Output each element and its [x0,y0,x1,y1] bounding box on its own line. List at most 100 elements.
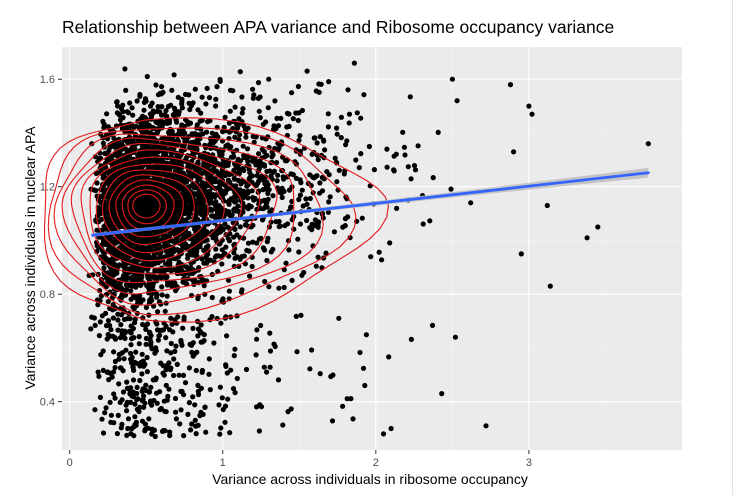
x-axis: 0 1 2 3 [67,450,532,469]
data-point [272,98,278,104]
data-point [295,236,301,242]
data-point [256,108,262,114]
data-point [132,422,138,428]
data-point [317,180,323,186]
data-point [199,369,205,375]
data-point [183,179,190,185]
data-point [251,197,257,203]
data-point [103,323,110,329]
data-point [171,72,177,78]
data-point [338,135,344,141]
density-contour [89,156,243,269]
data-point [547,283,553,289]
data-point [178,388,184,394]
density-contour [115,179,184,238]
data-point [255,95,261,101]
data-point [237,224,243,230]
data-point [231,175,237,181]
data-point [256,428,262,434]
data-point [169,87,175,93]
data-point [157,407,163,413]
data-point [222,419,228,425]
data-point [148,384,154,390]
data-point [179,342,185,348]
data-point [122,328,128,334]
data-point [345,87,351,93]
data-point [261,364,267,370]
data-point [219,261,225,267]
data-point [100,367,106,373]
data-point [132,282,138,288]
data-point [411,163,418,169]
data-point [198,170,205,176]
data-point [204,85,210,91]
y-tick-label: 1.6 [40,74,55,86]
data-point [145,285,152,291]
data-point [359,215,365,221]
data-point [253,134,259,140]
data-point [104,209,110,215]
y-tick-label: 0.8 [40,289,55,301]
density-contour [108,174,195,246]
data-point [371,167,377,173]
data-point [165,208,172,214]
data-point [394,205,400,211]
data-point [272,343,278,350]
data-point [133,349,139,355]
data-point [326,199,332,205]
data-point [253,352,259,358]
data-point [107,399,113,405]
data-point [101,238,107,244]
data-point [254,336,260,342]
data-point [160,363,166,369]
data-point [127,350,134,356]
data-point [143,98,149,104]
data-point [232,134,238,140]
x-tick-label: 0 [67,457,73,469]
data-point [172,348,178,354]
data-point [192,277,198,283]
data-point [250,86,256,92]
data-point [507,82,514,88]
data-point [157,243,163,249]
data-point [143,382,149,388]
data-point [155,104,161,110]
data-point [307,195,313,202]
data-point [354,110,360,116]
data-point [163,367,169,373]
data-point [107,144,113,150]
data-point [104,111,110,117]
data-point [299,187,305,193]
data-point [449,76,455,82]
data-point [270,152,276,158]
density-contour [61,137,295,295]
data-point [168,315,174,321]
data-point [307,366,313,372]
data-point [124,316,131,322]
data-point [182,380,189,386]
data-point [181,433,187,439]
data-point [412,167,419,173]
data-point [189,421,195,427]
data-point [138,196,144,202]
data-point [278,115,284,121]
data-point [173,343,179,349]
data-point [242,126,248,132]
data-point [329,418,336,424]
data-point [315,254,321,260]
data-point [238,190,244,196]
data-point [529,111,535,117]
data-point [115,327,121,333]
data-point [154,321,160,327]
data-point [230,154,236,160]
data-point [222,403,229,409]
data-point [221,251,227,257]
data-point [133,175,139,181]
data-point [128,330,134,336]
data-point [147,200,153,206]
data-point [208,207,214,213]
data-point [346,120,352,126]
data-point [203,129,210,135]
data-point [208,257,214,263]
data-point [274,159,280,166]
